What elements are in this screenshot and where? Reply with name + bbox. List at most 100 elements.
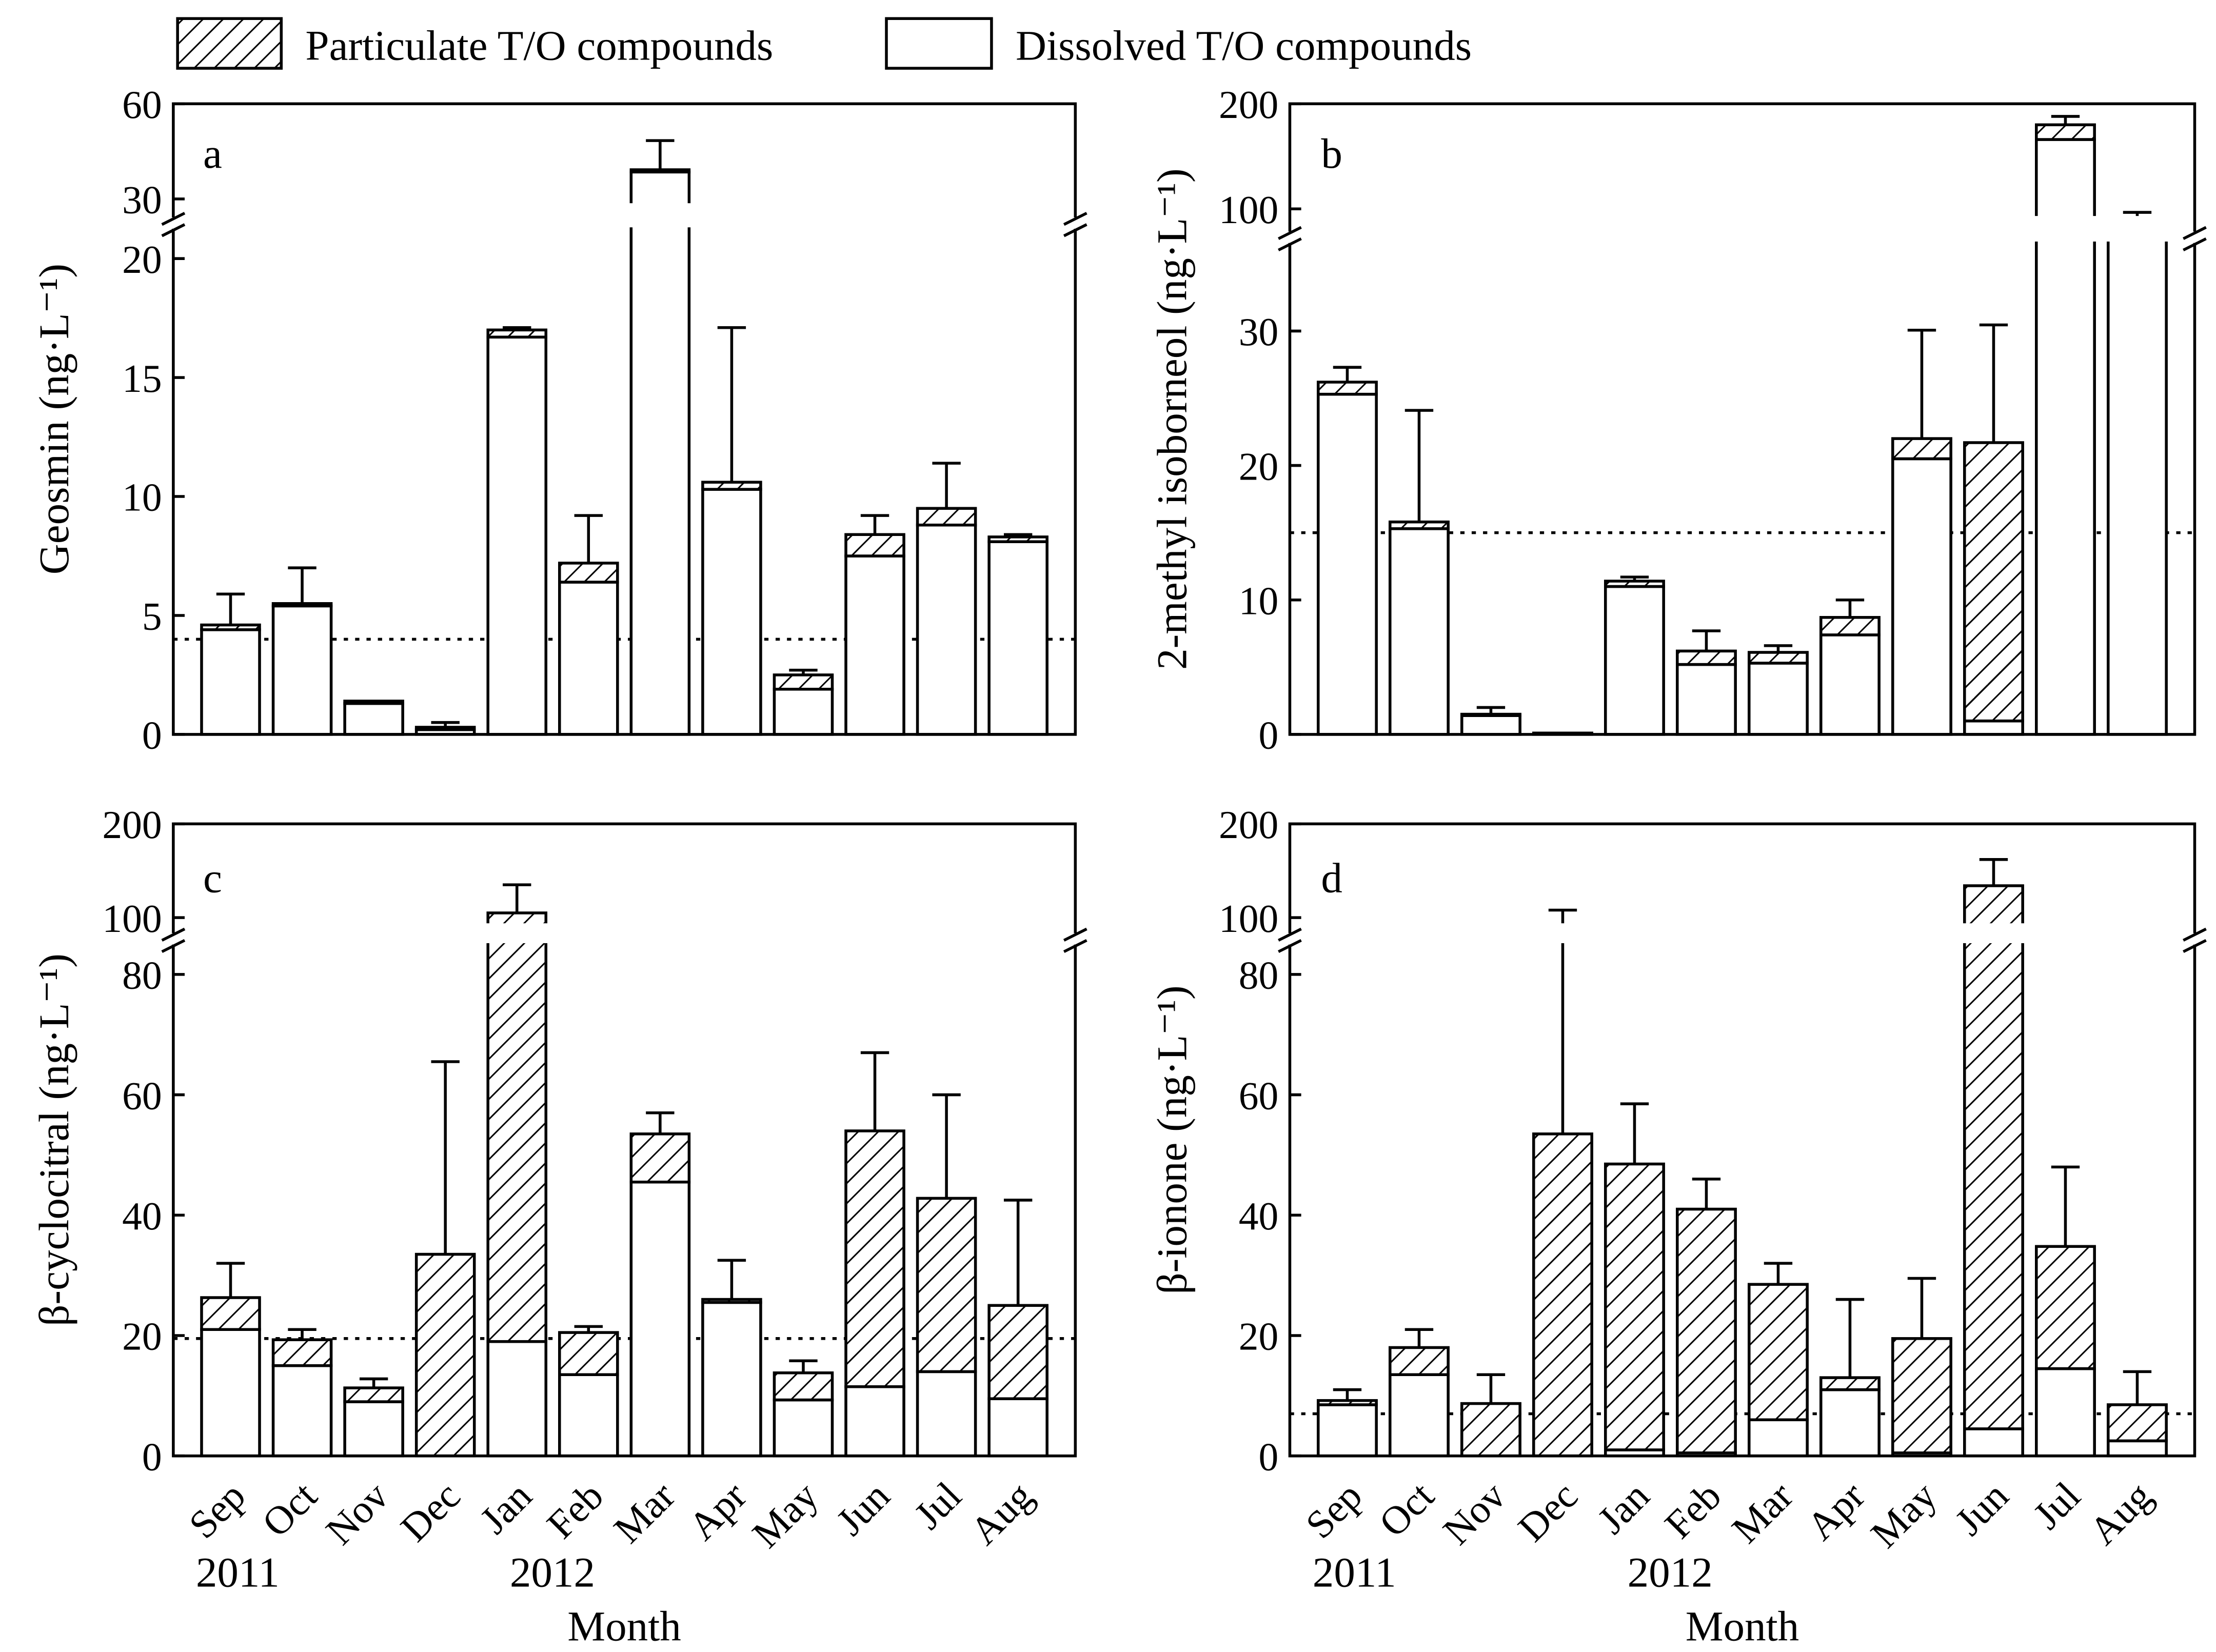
bar-dissolved-Sep [200, 1328, 261, 1458]
x-tick-label: Apr [1798, 1474, 1873, 1548]
panel-d: 0 20 40 60 80 100 200 d β-ionone (ng·L⁻¹) Sep OctN… [1148, 803, 2207, 1650]
y-tick-label: 0 [1259, 713, 1279, 758]
x-tick-label: Jul [906, 1474, 970, 1538]
bar-dissolved-May [1891, 457, 1952, 736]
bar-dissolved-Aug [987, 540, 1048, 736]
x-tick-label: Nov [318, 1474, 397, 1553]
y-tick-label: 5 [142, 594, 162, 639]
bar-dissolved-Feb [1675, 663, 1737, 736]
bar-particulate-Feb [1675, 1207, 1737, 1455]
bar-particulate-Mar [1747, 651, 1809, 665]
year-label: 2012 [510, 1548, 595, 1596]
axis-break-mark [1278, 939, 1302, 953]
axis-break-mark [2183, 237, 2207, 252]
year-label: 2012 [1628, 1548, 1713, 1596]
bar-particulate-Jul [2034, 1245, 2096, 1370]
bar-dissolved-Apr [701, 1301, 762, 1458]
bar-particulate-Aug [987, 535, 1048, 543]
y-tick-label: 30 [122, 178, 162, 222]
bar-dissolved-Sep [1316, 1403, 1378, 1458]
x-tick-label: Jan [471, 1474, 540, 1542]
y-tick-label: 80 [122, 953, 162, 998]
bar-dissolved-Mar [629, 170, 691, 736]
axis-break-mark [1278, 927, 1302, 942]
plot-frame [172, 102, 1077, 736]
bar-particulate-Feb [558, 562, 619, 584]
x-tick-label: Mar [605, 1474, 683, 1551]
legend-label-particulate: Particulate T/O compounds [305, 22, 773, 69]
axis-break-mark [2183, 927, 2207, 942]
bar-dissolved-Jul [916, 523, 977, 736]
x-tick-label: Jan [1589, 1474, 1658, 1542]
panel-b: 0 10 20 30 100 200 b 2-methyl isoborneol (ng·L⁻… [1148, 83, 2207, 758]
y-tick-label: 30 [1239, 310, 1279, 354]
axis-break-mark [161, 212, 186, 226]
bar-particulate-May [1891, 1337, 1952, 1455]
bar-dissolved-Jan [1604, 585, 1665, 736]
y-tick-label: 200 [102, 803, 162, 847]
x-tick-label: May [1862, 1474, 1945, 1556]
bar-particulate-Mar [1747, 1283, 1809, 1422]
bar-dissolved-Jul [2034, 1367, 2096, 1458]
bar-particulate-Apr [701, 481, 762, 491]
bar-dissolved-Apr [1819, 633, 1881, 736]
y-tick-label: 20 [122, 1315, 162, 1359]
y-tick-label: 60 [122, 83, 162, 127]
bar-dissolved-Jun [844, 554, 905, 736]
panel-c: 0 20 40 60 80 100 200 c β-cyclocitral (ng·L⁻¹) Se… [30, 803, 1087, 1650]
bar-dissolved-Apr [701, 488, 762, 736]
y-axis-label: β-cyclocitral (ng·L⁻¹) [30, 953, 77, 1326]
bar-particulate-Jun [1963, 884, 2024, 1430]
bar-particulate-Sep [200, 623, 261, 631]
bar-particulate-Mar [629, 1132, 691, 1184]
bar-dissolved-Jun [1963, 719, 2024, 736]
bar-particulate-Apr [1819, 1376, 1881, 1391]
y-tick-label: 80 [1239, 953, 1279, 998]
bar-particulate-Apr [1819, 616, 1881, 636]
bar-dissolved-Nov [343, 702, 404, 736]
axis-break-mark [1063, 927, 1087, 942]
x-tick-label: Sep [181, 1474, 254, 1547]
bar-particulate-Feb [1675, 649, 1737, 666]
axis-break-gap [176, 923, 1073, 943]
x-tick-label: May [744, 1474, 826, 1556]
plot-frame [1288, 822, 2197, 1458]
bar-dissolved-Aug [2106, 226, 2168, 736]
bar-particulate-Jun [844, 1129, 905, 1388]
bar-particulate-Dec [1532, 1132, 1593, 1458]
bar-particulate-Aug [987, 1304, 1048, 1400]
y-axis-label: 2-methyl isoborneol (ng·L⁻¹) [1148, 168, 1195, 670]
axis-break-mark [161, 223, 186, 237]
panel-a: 0 5 10 15 20 30 60 a Geosmin (ng·L⁻¹) [30, 83, 1087, 758]
bar-dissolved-Mar [1747, 1418, 1809, 1458]
bar-dissolved-Jun [1963, 1427, 2024, 1458]
x-tick-label: Jun [1947, 1474, 2017, 1544]
bar-particulate-Oct [1388, 1346, 1450, 1377]
axis-break-mark [161, 927, 186, 942]
y-tick-label: 200 [1219, 803, 1278, 847]
bar-particulate-Oct [271, 1338, 333, 1367]
bar-particulate-Jan [1604, 580, 1665, 588]
x-tick-label: Aug [962, 1474, 1041, 1553]
bar-dissolved-May [773, 1398, 834, 1458]
bar-dissolved-Aug [987, 1397, 1048, 1458]
axis-break-mark [2183, 939, 2207, 953]
bar-particulate-Jul [2034, 123, 2096, 141]
bar-particulate-Oct [271, 602, 333, 608]
bar-particulate-Sep [1316, 381, 1378, 396]
plot-frame [172, 822, 1077, 1458]
y-tick-label: 60 [1239, 1073, 1279, 1118]
panel-letter: b [1321, 130, 1342, 177]
bar-particulate-Mar [629, 168, 691, 174]
bar-dissolved-Oct [271, 604, 333, 736]
bar-dissolved-Sep [1316, 392, 1378, 736]
axis-break-mark [1063, 212, 1087, 226]
bar-dissolved-Feb [558, 1373, 619, 1458]
axis-break-mark [1063, 223, 1087, 237]
bar-particulate-May [773, 673, 834, 691]
bar-dissolved-Nov [343, 1400, 404, 1458]
axis-break-mark [1063, 939, 1087, 953]
x-tick-label: Feb [539, 1474, 612, 1547]
legend-swatch-particulate [176, 17, 283, 70]
